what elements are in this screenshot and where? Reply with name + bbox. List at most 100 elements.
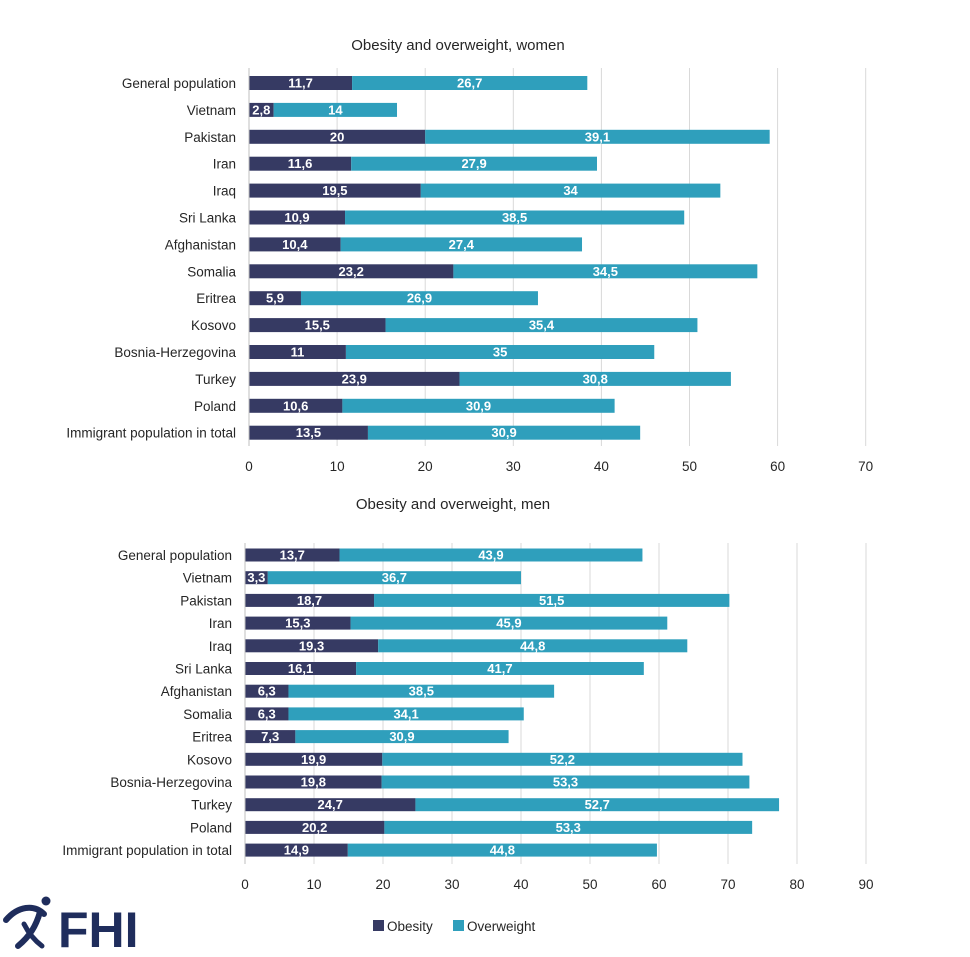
- data-label-overweight-men: 44,8: [490, 843, 515, 858]
- bar-obesity-women: [249, 76, 353, 90]
- data-label-obesity-men: 6,3: [258, 684, 276, 699]
- bar-overweight-men: [382, 752, 743, 766]
- category-label-women: Immigrant population in total: [66, 426, 236, 441]
- data-label-obesity-men: 15,3: [285, 616, 310, 631]
- category-label-men: Afghanistan: [161, 684, 232, 699]
- bar-obesity-men: [245, 548, 340, 562]
- data-label-obesity-men: 14,9: [284, 843, 309, 858]
- x-tick-label-men: 10: [306, 877, 321, 892]
- fhi-logo-text: FHI: [58, 902, 139, 952]
- data-label-obesity-men: 6,3: [258, 706, 276, 721]
- x-tick-label-women: 30: [506, 459, 521, 474]
- data-label-overweight-men: 38,5: [409, 684, 434, 699]
- bar-obesity-men: [245, 752, 383, 766]
- bar-overweight-women: [425, 129, 770, 144]
- x-tick-label-women: 10: [330, 459, 345, 474]
- x-tick-label-women: 50: [682, 459, 697, 474]
- x-tick-label-men: 80: [789, 877, 804, 892]
- x-tick-label-men: 0: [241, 877, 249, 892]
- bar-overweight-women: [420, 183, 721, 198]
- bar-obesity-men: [245, 820, 385, 834]
- data-label-obesity-women: 11: [291, 345, 305, 360]
- data-label-obesity-men: 7,3: [261, 729, 279, 744]
- bar-overweight-women: [345, 345, 655, 359]
- data-label-overweight-men: 52,2: [550, 752, 575, 767]
- data-label-overweight-women: 30,8: [583, 371, 608, 386]
- bar-overweight-women: [351, 156, 597, 171]
- data-label-obesity-men: 19,9: [301, 752, 326, 767]
- bar-overweight-women: [340, 237, 583, 252]
- data-label-overweight-women: 34: [563, 183, 578, 198]
- data-label-overweight-men: 34,1: [393, 706, 418, 721]
- bar-obesity-men: [245, 662, 357, 675]
- category-label-men: Vietnam: [183, 571, 232, 586]
- bar-overweight-women: [273, 102, 398, 117]
- category-label-women: Turkey: [195, 372, 236, 387]
- bar-obesity-men: [245, 616, 351, 630]
- bar-obesity-women: [249, 345, 346, 359]
- bar-obesity-men: [245, 730, 296, 744]
- bar-overweight-men: [288, 684, 555, 698]
- x-tick-label-women: 70: [858, 459, 873, 474]
- category-label-women: Eritrea: [196, 291, 236, 306]
- legend-label-obesity: Obesity: [387, 919, 433, 934]
- data-label-overweight-men: 51,5: [539, 593, 564, 608]
- bar-overweight-women: [342, 398, 615, 413]
- bar-obesity-women: [249, 318, 386, 333]
- category-label-men: Bosnia-Herzegovina: [110, 775, 232, 790]
- data-label-overweight-men: 43,9: [478, 548, 503, 563]
- category-label-men: Kosovo: [187, 752, 232, 767]
- category-label-women: General population: [122, 76, 236, 91]
- category-label-women: Kosovo: [191, 318, 236, 333]
- bar-obesity-women: [249, 183, 421, 198]
- bar-overweight-men: [378, 639, 688, 653]
- bar-overweight-men: [374, 593, 730, 607]
- bar-overweight-men: [356, 662, 644, 675]
- data-label-overweight-men: 41,7: [487, 661, 512, 676]
- data-label-obesity-women: 19,5: [322, 183, 347, 198]
- bar-obesity-women: [249, 291, 301, 306]
- data-label-obesity-women: 10,9: [284, 210, 309, 225]
- bar-obesity-women: [249, 398, 343, 413]
- data-label-overweight-women: 27,9: [461, 156, 486, 171]
- category-label-women: Sri Lanka: [179, 211, 237, 226]
- data-label-overweight-men: 52,7: [585, 797, 610, 812]
- category-label-men: Iran: [209, 616, 232, 631]
- bar-obesity-men: [245, 684, 289, 698]
- bar-obesity-women: [249, 129, 426, 144]
- data-label-overweight-men: 53,3: [553, 775, 578, 790]
- data-label-obesity-men: 19,3: [299, 638, 324, 653]
- data-label-overweight-women: 38,5: [502, 210, 527, 225]
- bar-obesity-men: [245, 843, 348, 857]
- category-label-women: Bosnia-Herzegovina: [114, 345, 236, 360]
- data-label-obesity-women: 2,8: [252, 102, 270, 117]
- data-label-obesity-women: 23,9: [342, 371, 367, 386]
- category-label-men: Somalia: [183, 707, 232, 722]
- bar-overweight-men: [350, 616, 668, 630]
- category-label-women: Afghanistan: [165, 237, 236, 252]
- x-tick-label-women: 20: [418, 459, 433, 474]
- data-label-obesity-men: 13,7: [280, 548, 305, 563]
- bar-overweight-women: [367, 425, 641, 440]
- chart-title-women: Obesity and overweight, women: [351, 37, 564, 54]
- category-label-women: Poland: [194, 399, 236, 414]
- legend-swatch-overweight: [453, 920, 464, 931]
- data-label-overweight-men: 44,8: [520, 638, 545, 653]
- chart-title-men: Obesity and overweight, men: [356, 496, 550, 513]
- data-label-overweight-men: 53,3: [556, 820, 581, 835]
- x-tick-label-men: 60: [651, 877, 666, 892]
- data-label-obesity-women: 5,9: [266, 291, 284, 306]
- bar-obesity-men: [245, 571, 268, 585]
- category-label-men: Turkey: [191, 798, 232, 813]
- bar-obesity-women: [249, 371, 460, 386]
- data-label-obesity-women: 11,6: [288, 156, 313, 171]
- bar-obesity-men: [245, 639, 379, 653]
- data-label-overweight-women: 26,9: [407, 291, 432, 306]
- category-label-men: Eritrea: [192, 730, 232, 745]
- bar-overweight-women: [385, 318, 698, 333]
- legend-label-overweight: Overweight: [467, 919, 536, 934]
- bar-obesity-women: [249, 210, 346, 225]
- category-label-men: Poland: [190, 820, 232, 835]
